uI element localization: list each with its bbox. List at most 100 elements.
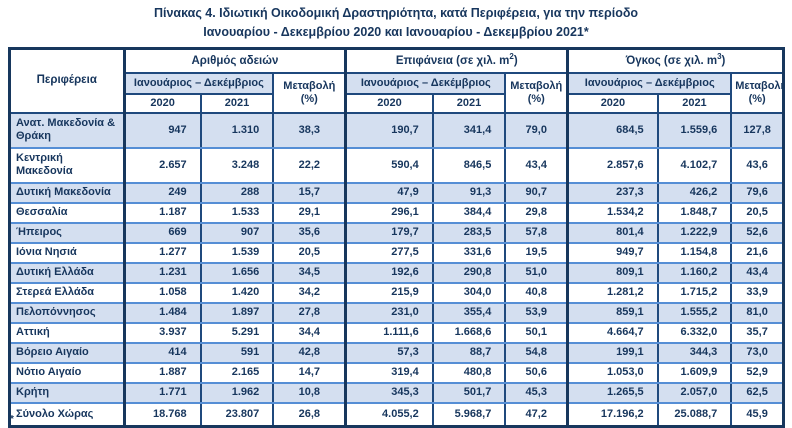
region-column-header: Περιφέρεια bbox=[8, 47, 125, 114]
permits-2021-cell: 907 bbox=[199, 221, 275, 244]
permits-2020-cell: 249 bbox=[122, 181, 202, 204]
volume-2021-cell: 344,3 bbox=[656, 341, 733, 364]
region-name-cell: Βόρειο Αιγαίο bbox=[8, 341, 125, 364]
permits-2021-cell: 1.533 bbox=[199, 201, 275, 224]
region-name-cell: Κρήτη bbox=[8, 381, 125, 404]
surface-2020-cell: 277,5 bbox=[344, 241, 434, 264]
permits-change-cell: 38,3 bbox=[272, 111, 347, 149]
surface-change-cell: 51,0 bbox=[504, 261, 569, 284]
volume-2021-cell: 1.848,7 bbox=[656, 201, 733, 224]
permits-change-cell: 35,6 bbox=[272, 221, 347, 244]
table-row: Δυτική Μακεδονία 249 288 15,7 47,9 91,3 … bbox=[8, 181, 785, 204]
surface-2020-cell: 319,4 bbox=[344, 361, 434, 384]
volume-change-cell: 33,9 bbox=[730, 281, 785, 304]
surface-2020-cell: 231,0 bbox=[344, 301, 434, 324]
region-name-cell: Στερεά Ελλάδα bbox=[8, 281, 125, 304]
surface-2021-cell: 290,8 bbox=[431, 261, 507, 284]
permits-2020-cell: 414 bbox=[122, 341, 202, 364]
table-title-line2: Ιανουαρίου - Δεκεμβρίου 2020 και Ιανουαρ… bbox=[203, 24, 589, 39]
permits-2021-cell: 1.656 bbox=[199, 261, 275, 284]
table-row: Δυτική Ελλάδα 1.231 1.656 34,5 192,6 290… bbox=[8, 261, 785, 284]
surface-change-cell: 90,7 bbox=[504, 181, 569, 204]
region-name-cell: Νότιο Αιγαίο bbox=[8, 361, 125, 384]
table-row: Ήπειρος 669 907 35,6 179,7 283,5 57,8 80… bbox=[8, 221, 785, 244]
year-header-volume-2020: 2020 bbox=[566, 92, 659, 114]
table-title: Πίνακας 4. Ιδιωτική Οικοδομική Δραστηριό… bbox=[0, 0, 792, 42]
surface-2021-cell: 304,0 bbox=[431, 281, 507, 304]
region-name-cell: Κεντρική Μακεδονία bbox=[8, 146, 125, 184]
surface-change-cell: 29,8 bbox=[504, 201, 569, 224]
surface-2020-cell: 345,3 bbox=[344, 381, 434, 404]
table-row: Κεντρική Μακεδονία 2.657 3.248 22,2 590,… bbox=[8, 146, 785, 184]
volume-change-cell: 43,4 bbox=[730, 261, 785, 284]
table-row: Νότιο Αιγαίο 1.887 2.165 14,7 319,4 480,… bbox=[8, 361, 785, 384]
permits-2021-cell: 3.248 bbox=[199, 146, 275, 184]
permits-change-cell: 15,7 bbox=[272, 181, 347, 204]
volume-2020-cell: 684,5 bbox=[566, 111, 659, 149]
volume-2021-cell: 1.559,6 bbox=[656, 111, 733, 149]
region-name-cell: Σύνολο Χώρας bbox=[8, 401, 125, 427]
volume-change-cell: 79,6 bbox=[730, 181, 785, 204]
year-header-volume-2021: 2021 bbox=[656, 92, 733, 114]
permits-change-cell: 42,8 bbox=[272, 341, 347, 364]
surface-change-cell: 45,3 bbox=[504, 381, 569, 404]
surface-2021-cell: 480,8 bbox=[431, 361, 507, 384]
permits-change-cell: 34,4 bbox=[272, 321, 347, 344]
volume-change-cell: 127,8 bbox=[730, 111, 785, 149]
volume-2021-cell: 1.715,2 bbox=[656, 281, 733, 304]
permits-2020-cell: 1.231 bbox=[122, 261, 202, 284]
surface-2021-cell: 341,4 bbox=[431, 111, 507, 149]
surface-2021-cell: 355,4 bbox=[431, 301, 507, 324]
permits-2021-cell: 591 bbox=[199, 341, 275, 364]
surface-2021-cell: 384,4 bbox=[431, 201, 507, 224]
surface-2020-cell: 296,1 bbox=[344, 201, 434, 224]
region-name-cell: Δυτική Ελλάδα bbox=[8, 261, 125, 284]
volume-change-cell: 35,7 bbox=[730, 321, 785, 344]
table-row: Κρήτη 1.771 1.962 10,8 345,3 501,7 45,3 … bbox=[8, 381, 785, 404]
volume-2021-cell: 1.160,2 bbox=[656, 261, 733, 284]
group-header-volume: Όγκος (σε χιλ. m3) bbox=[566, 47, 785, 74]
change-header-permits: Μεταβολή (%) bbox=[272, 71, 347, 114]
volume-change-cell: 43,6 bbox=[730, 146, 785, 184]
surface-2021-cell: 91,3 bbox=[431, 181, 507, 204]
group-header-permits: Αριθμός αδειών bbox=[122, 47, 347, 74]
surface-change-cell: 19,5 bbox=[504, 241, 569, 264]
surface-2020-cell: 215,9 bbox=[344, 281, 434, 304]
region-name-cell: Ήπειρος bbox=[8, 221, 125, 244]
group-header-surface: Επιφάνεια (σε χιλ. m2) bbox=[344, 47, 569, 74]
volume-2020-cell: 809,1 bbox=[566, 261, 659, 284]
permits-2020-cell: 3.937 bbox=[122, 321, 202, 344]
surface-2021-cell: 1.668,6 bbox=[431, 321, 507, 344]
volume-2020-cell: 4.664,7 bbox=[566, 321, 659, 344]
permits-change-cell: 22,2 bbox=[272, 146, 347, 184]
volume-2021-cell: 2.057,0 bbox=[656, 381, 733, 404]
region-name-cell: Δυτική Μακεδονία bbox=[8, 181, 125, 204]
volume-2021-cell: 1.154,8 bbox=[656, 241, 733, 264]
period-header-permits: Ιανουάριος – Δεκέμβριος bbox=[122, 71, 275, 95]
permits-2021-cell: 1.310 bbox=[199, 111, 275, 149]
period-header-volume: Ιανουάριος – Δεκέμβριος bbox=[566, 71, 733, 95]
table-body: Ανατ. Μακεδονία & Θράκη 947 1.310 38,3 1… bbox=[8, 111, 785, 427]
volume-2021-cell: 6.332,0 bbox=[656, 321, 733, 344]
change-header-surface: Μεταβολή (%) bbox=[504, 71, 569, 114]
table-row: Στερεά Ελλάδα 1.058 1.420 34,2 215,9 304… bbox=[8, 281, 785, 304]
surface-change-cell: 43,4 bbox=[504, 146, 569, 184]
permits-2021-cell: 5.291 bbox=[199, 321, 275, 344]
permits-2021-cell: 288 bbox=[199, 181, 275, 204]
table-row: Πελοπόννησος 1.484 1.897 27,8 231,0 355,… bbox=[8, 301, 785, 324]
permits-2020-cell: 2.657 bbox=[122, 146, 202, 184]
change-header-volume: Μεταβολή (%) bbox=[730, 71, 785, 114]
permits-change-cell: 14,7 bbox=[272, 361, 347, 384]
surface-change-cell: 54,8 bbox=[504, 341, 569, 364]
volume-2021-cell: 1.609,9 bbox=[656, 361, 733, 384]
clipped-footnote-text: * bbox=[10, 414, 14, 421]
permits-2021-cell: 1.897 bbox=[199, 301, 275, 324]
volume-change-cell: 73,0 bbox=[730, 341, 785, 364]
region-name-cell: Αττική bbox=[8, 321, 125, 344]
permits-2020-cell: 1.887 bbox=[122, 361, 202, 384]
surface-change-cell: 40,8 bbox=[504, 281, 569, 304]
volume-2020-cell: 859,1 bbox=[566, 301, 659, 324]
region-name-cell: Θεσσαλία bbox=[8, 201, 125, 224]
volume-2020-cell: 2.857,6 bbox=[566, 146, 659, 184]
permits-2020-cell: 1.187 bbox=[122, 201, 202, 224]
